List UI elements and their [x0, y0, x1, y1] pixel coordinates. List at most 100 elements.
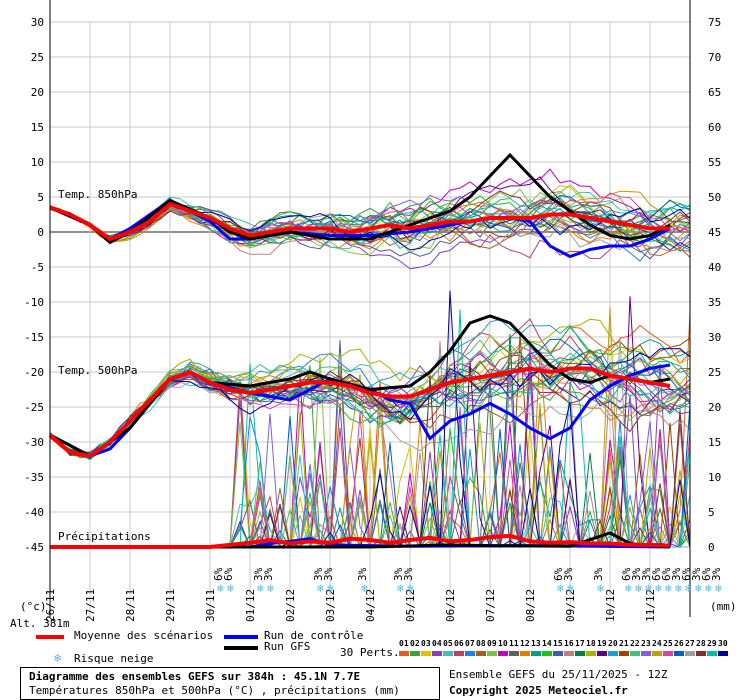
snow-percent-label: 3%: [630, 567, 643, 581]
snow-percent-label: 3%: [252, 567, 265, 581]
snowflake-icon: ❄: [625, 582, 632, 595]
snow-percent-label: 3%: [592, 567, 605, 581]
x-tick: 11/12: [644, 589, 657, 622]
altitude-label: Alt. 381m: [10, 617, 70, 630]
snow-percent-label: 3%: [392, 567, 405, 581]
x-tick: 03/12: [324, 589, 337, 622]
member-t850-line: [49, 205, 691, 250]
member-t850-line: [49, 192, 691, 241]
snow-percent-label: 6%: [212, 567, 225, 581]
snowflake-icon: ❄: [267, 582, 274, 595]
pert-number: 02: [410, 639, 420, 648]
series-t850-line: [49, 201, 670, 242]
snow-percent-label: 3%: [640, 567, 653, 581]
snow-percent-label: 3%: [312, 567, 325, 581]
y-tick-right: 50: [708, 191, 721, 204]
pert-number: 16: [564, 639, 574, 648]
pert-number: 22: [630, 639, 640, 648]
y-tick-right: 55: [708, 156, 721, 169]
legend-control-swatch: [224, 635, 258, 639]
precip-annotation: Précipitations: [58, 530, 151, 543]
snowflake-icon: ❄: [655, 582, 662, 595]
pert-color-swatch: [487, 651, 497, 656]
snowflake-icon: ❄: [327, 582, 334, 595]
right-axis-unit: (mm): [710, 600, 737, 613]
pert-color-swatch: [597, 651, 607, 656]
snowflake-icon: ❄: [397, 582, 404, 595]
pert-color-swatch: [674, 651, 684, 656]
pert-color-swatch: [564, 651, 574, 656]
snow-percent-label: 6%: [680, 567, 693, 581]
snowflake-icon: ❄: [705, 582, 712, 595]
pert-color-swatch: [652, 651, 662, 656]
pert-color-swatch: [608, 651, 618, 656]
pert-number: 30: [718, 639, 728, 648]
pert-color-swatch: [432, 651, 442, 656]
left-axis-unit: (°c): [20, 600, 47, 613]
legend-gfs-label: Run GFS: [264, 640, 311, 653]
pert-color-swatch: [399, 651, 409, 656]
x-tick: 01/12: [244, 589, 257, 622]
snowflake-icon: ❄: [217, 582, 224, 595]
snowflake-icon: ❄: [597, 582, 604, 595]
legend-mean-swatch: [36, 635, 64, 639]
series-precip-line: [50, 533, 671, 549]
pert-number: 28: [696, 639, 706, 648]
x-tick: 29/11: [164, 589, 177, 622]
y-tick-right: 40: [708, 261, 721, 274]
x-tick: 10/12: [604, 589, 617, 622]
y-tick-left: -40: [24, 506, 44, 519]
y-tick-left: -25: [24, 401, 44, 414]
pert-number: 03: [421, 639, 431, 648]
snowflake-icon: ❄: [227, 582, 234, 595]
snow-percent-label: 3%: [322, 567, 335, 581]
snowflake-icon: ❄: [317, 582, 324, 595]
snowflake-icon: ❄: [665, 582, 672, 595]
pert-color-swatch: [465, 651, 475, 656]
pert-color-swatch: [520, 651, 530, 656]
member-t500-line: [49, 355, 691, 458]
y-tick-left: -15: [24, 331, 44, 344]
pert-color-swatch: [421, 651, 431, 656]
pert-number: 05: [443, 639, 453, 648]
pert-number: 08: [476, 639, 486, 648]
y-tick-right: 10: [708, 471, 721, 484]
pert-color-swatch: [696, 651, 706, 656]
pert-color-swatch: [707, 651, 717, 656]
x-tick: 30/11: [204, 589, 217, 622]
y-tick-right: 60: [708, 121, 721, 134]
snowflake-icon: ❄: [557, 582, 564, 595]
y-tick-right: 5: [708, 506, 715, 519]
snowflake-icon: ❄: [635, 582, 642, 595]
snow-percent-label: 3%: [356, 567, 369, 581]
pert-number: 23: [641, 639, 651, 648]
y-tick-right: 15: [708, 436, 721, 449]
snow-percent-label: 3%: [262, 567, 275, 581]
y-tick-left: 30: [31, 16, 44, 29]
pert-color-swatch: [443, 651, 453, 656]
pert-number: 17: [575, 639, 585, 648]
legend-perts-label: 30 Perts.: [340, 646, 400, 659]
legend-snow-label: Risque neige: [74, 652, 154, 665]
pert-number: 26: [674, 639, 684, 648]
snow-percent-label: 6%: [650, 567, 663, 581]
series-t850-line: [49, 152, 671, 245]
y-tick-left: 25: [31, 51, 44, 64]
pert-number: 07: [465, 639, 475, 648]
series-t500-line: [48, 366, 671, 459]
y-tick-right: 35: [708, 296, 721, 309]
y-tick-left: -30: [24, 436, 44, 449]
y-tick-right: 0: [708, 541, 715, 554]
pert-number: 27: [685, 639, 695, 648]
y-tick-right: 65: [708, 86, 721, 99]
pert-number: 09: [487, 639, 497, 648]
member-t500-line: [49, 381, 690, 455]
t500-annotation: Temp. 500hPa: [58, 364, 137, 377]
pert-number: 19: [597, 639, 607, 648]
y-tick-right: 25: [708, 366, 721, 379]
snow-percent-label: 6%: [620, 567, 633, 581]
pert-color-swatch: [586, 651, 596, 656]
pert-number: 21: [619, 639, 629, 648]
y-tick-right: 75: [708, 16, 721, 29]
